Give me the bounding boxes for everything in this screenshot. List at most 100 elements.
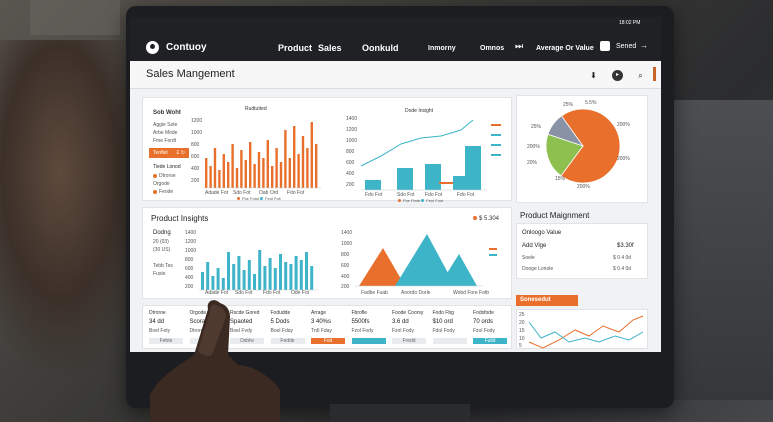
pm-value: $ 0.4 0d	[613, 266, 632, 272]
teoflet-button[interactable]: Teoflet £ ↻	[149, 148, 189, 158]
download-icon[interactable]: ⬇	[590, 71, 597, 80]
bar	[297, 154, 300, 188]
bar	[227, 252, 230, 290]
bar	[310, 122, 313, 188]
bar	[205, 158, 208, 188]
x-label: Sdo Fot	[233, 190, 251, 196]
table-value: 3.6 dd	[392, 319, 409, 325]
skip-icon[interactable]: ⏭	[515, 41, 524, 51]
tick-label: 1000	[185, 248, 197, 254]
legend-swatch	[491, 144, 501, 146]
status-chip[interactable]	[351, 338, 386, 344]
monitor: 18:02 PM Contuoy Product Sales Oonkuld I…	[126, 6, 674, 408]
table-sub: Bool Fday	[270, 328, 294, 334]
pm-label: Soele	[522, 255, 535, 261]
bar	[218, 170, 221, 188]
x-label: Fdo Fot	[457, 192, 475, 198]
status-chip[interactable]: Brede	[189, 338, 224, 344]
bar	[279, 254, 282, 290]
sales-bar-chart	[203, 122, 321, 189]
table-head: Dtroroe	[149, 310, 166, 316]
left-item[interactable]: Aggie Sote	[153, 122, 178, 128]
table-head: Orgode	[189, 310, 207, 316]
pie-slice	[560, 108, 621, 184]
search-icon[interactable]: ⌕	[638, 71, 643, 80]
table-sub: Fdol Fody	[432, 328, 455, 334]
bar	[201, 272, 204, 290]
status-chip[interactable]: Fuild	[473, 338, 507, 344]
nav-sales[interactable]: Sales	[318, 43, 342, 53]
bar	[299, 260, 303, 290]
table-value: 5500fs	[351, 319, 370, 325]
scrollbar-thumb[interactable]	[653, 67, 656, 81]
table-value: Scorald	[189, 319, 210, 325]
bar	[232, 264, 236, 290]
tick-label: 1400	[341, 230, 353, 236]
table-head: Fodo Fbg	[432, 310, 454, 316]
user-icon[interactable]	[146, 41, 159, 54]
x-label: Fadbe Fuab	[361, 290, 388, 296]
nav-omnos[interactable]: Omnos	[480, 45, 505, 52]
status-chip[interactable]: Dsblw	[230, 338, 264, 344]
bar	[365, 180, 381, 190]
brand-name[interactable]: Contuoy	[166, 42, 207, 53]
status-chip[interactable]: Fod	[311, 338, 345, 344]
status-chip[interactable]: Fedde	[270, 338, 305, 344]
nav-oonkuld[interactable]: Oonkuld	[362, 43, 399, 53]
tick-label: 25	[519, 312, 525, 318]
checkbox-icon[interactable]	[600, 41, 610, 51]
chart2-title: Dode Insight	[405, 108, 434, 114]
send-link[interactable]: Sened	[616, 43, 637, 50]
arrow-right-icon[interactable]: →	[640, 41, 648, 50]
status-chip[interactable]: Fredd	[392, 338, 426, 344]
nav-product[interactable]: Product	[278, 43, 313, 53]
marker	[439, 182, 453, 184]
tick-label: 1400	[185, 230, 197, 236]
status-chip[interactable]	[432, 338, 467, 344]
bar	[231, 144, 234, 188]
pie-label: 20%	[527, 160, 538, 166]
table-value: 5 Dods	[270, 319, 290, 325]
bar	[253, 274, 256, 290]
bar	[273, 268, 277, 290]
table-head: Fodudde	[270, 310, 291, 316]
area-peak	[439, 254, 477, 286]
mini-line-panel: 25 20 15 10 5	[516, 309, 648, 349]
x-label: Oab Ord	[259, 190, 279, 196]
monitor-stand	[330, 404, 470, 422]
bar	[237, 256, 241, 290]
tick-label: 1000	[191, 130, 203, 136]
bar	[284, 262, 288, 290]
nav-inmorny[interactable]: Inmorny	[428, 45, 456, 52]
teoflet-label: Teoflet	[153, 150, 168, 156]
product-insights-panel: Product Insights $ 5.304 Dodng 20 (03) (…	[142, 207, 512, 299]
tick-label: 600	[185, 266, 194, 272]
tick-label: 200	[185, 284, 194, 290]
bar	[213, 148, 217, 188]
average-value-link[interactable]: Average Or Value	[536, 45, 594, 52]
chart2-legend: Fbe Fbde Feol Foot	[398, 198, 443, 203]
status-chip[interactable]: Febte	[149, 338, 183, 344]
insights-label: 20 (03)	[153, 239, 169, 245]
screen: 18:02 PM Contuoy Product Sales Oonkuld I…	[130, 17, 661, 352]
bar	[244, 160, 247, 188]
sonesedut-button[interactable]: Sonesedut	[516, 295, 578, 306]
compass-icon[interactable]: ▸	[612, 70, 623, 81]
table-sub: Fzol Fody	[351, 328, 374, 334]
bar	[206, 262, 210, 290]
left-item[interactable]: Arbe Mode	[153, 130, 178, 136]
table-sub: Fzol Fody	[473, 328, 495, 334]
tick-label: 1200	[191, 118, 203, 124]
tick-label: 10	[519, 336, 525, 342]
pie-label: 15%	[555, 176, 566, 182]
x-label: Anordo Dorle	[401, 290, 431, 296]
tick-label: 5	[519, 343, 522, 349]
left-item[interactable]: Fme Fordt	[153, 138, 177, 144]
bar	[305, 252, 308, 290]
x-label: Sdo Fot	[397, 192, 415, 198]
bar	[306, 148, 309, 188]
pie-panel: 25% 5.5% 25% 200% 200% 20% 200% 15% 200%	[516, 95, 648, 203]
tick-label: 200	[341, 284, 350, 290]
tick-label: 400	[346, 171, 355, 177]
insights-title: Product Insights	[151, 214, 209, 223]
